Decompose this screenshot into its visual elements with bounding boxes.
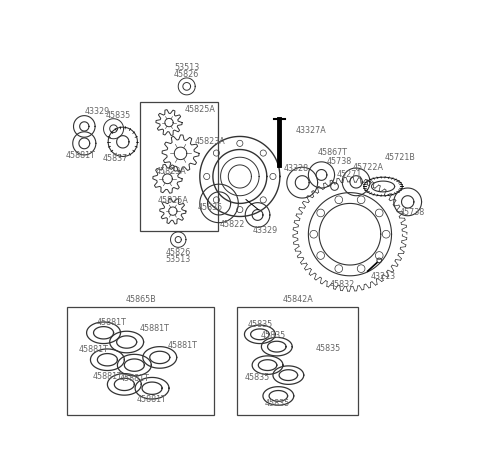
Text: 43329: 43329 — [252, 226, 278, 235]
Text: 45721B: 45721B — [384, 153, 416, 162]
Text: 45865B: 45865B — [125, 295, 156, 304]
Bar — [237, 307, 359, 415]
Text: 45835: 45835 — [315, 344, 340, 353]
Text: 45822: 45822 — [219, 220, 245, 229]
Text: 45867T: 45867T — [318, 148, 348, 157]
Text: 43329: 43329 — [85, 107, 110, 116]
Text: 45881T: 45881T — [93, 372, 122, 381]
Text: 45835: 45835 — [247, 320, 273, 329]
Text: 45835: 45835 — [245, 373, 270, 382]
Text: 45881T: 45881T — [79, 345, 108, 354]
Text: 45738: 45738 — [327, 157, 352, 166]
Text: 45881T: 45881T — [168, 341, 197, 350]
Text: 45835: 45835 — [260, 331, 286, 340]
Text: 45881T: 45881T — [96, 318, 126, 327]
Text: 45722A: 45722A — [352, 163, 383, 172]
Text: 53513: 53513 — [166, 255, 191, 264]
Text: 45823A: 45823A — [194, 137, 225, 146]
Text: 45825A: 45825A — [157, 196, 188, 205]
Text: 45835: 45835 — [106, 111, 131, 120]
Bar — [67, 307, 214, 415]
Text: 45881T: 45881T — [140, 324, 169, 333]
Text: 45738: 45738 — [400, 208, 425, 217]
Text: 45842A: 45842A — [282, 295, 313, 304]
Text: 45832: 45832 — [330, 280, 355, 289]
Text: 45881T: 45881T — [65, 151, 96, 160]
Text: 45837: 45837 — [102, 154, 128, 163]
Text: 43213: 43213 — [371, 272, 396, 281]
Text: 45835: 45835 — [197, 203, 222, 212]
Text: 45835: 45835 — [264, 399, 289, 408]
Text: 45881T: 45881T — [137, 395, 167, 404]
Text: 43327A: 43327A — [296, 126, 327, 135]
Text: 45826: 45826 — [166, 248, 191, 257]
Bar — [140, 102, 218, 231]
Text: 45825A: 45825A — [184, 105, 215, 114]
Text: 45881T: 45881T — [120, 374, 150, 383]
Text: 53513: 53513 — [174, 63, 199, 72]
Text: 45826: 45826 — [174, 69, 199, 79]
Text: 43328: 43328 — [284, 164, 309, 173]
Text: 45823A: 45823A — [155, 167, 186, 176]
Text: 45271: 45271 — [337, 169, 362, 178]
